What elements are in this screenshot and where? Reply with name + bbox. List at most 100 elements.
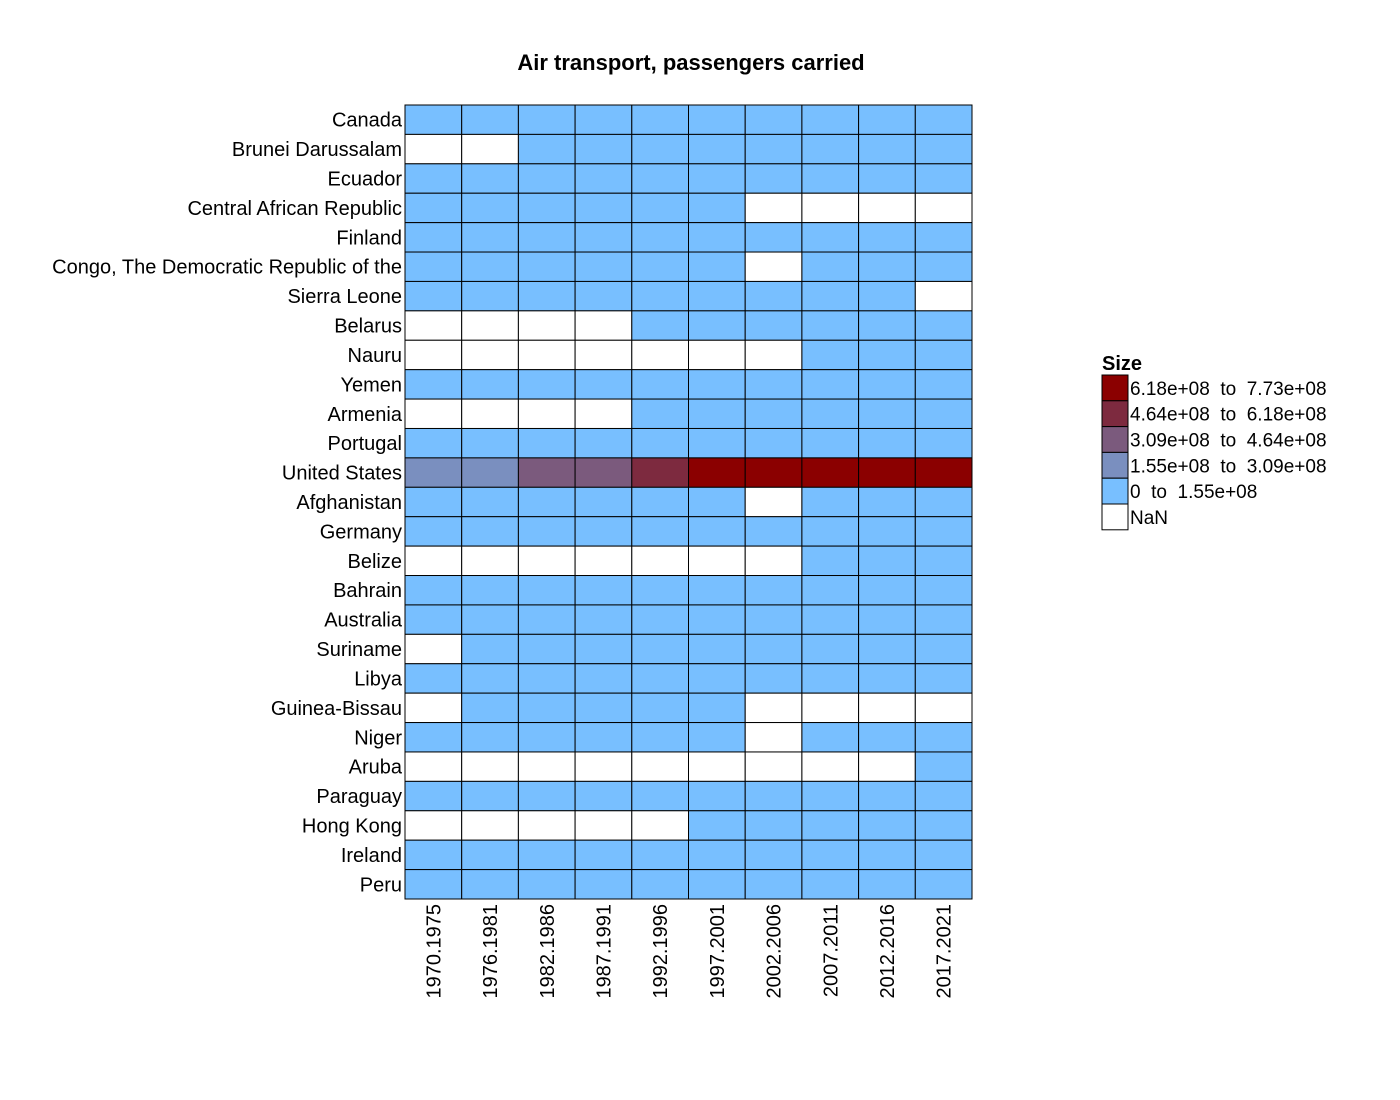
heatmap-cell: [517, 427, 576, 459]
heatmap-cell: [801, 457, 860, 488]
heatmap-cell: [461, 604, 519, 635]
heatmap-cell: [404, 663, 463, 694]
heatmap-cell: [914, 751, 973, 782]
heatmap-cell: [858, 398, 916, 429]
heatmap-cell: [688, 692, 746, 724]
column-label: 1992.1996: [650, 904, 672, 999]
row-label: Central African Republic: [187, 198, 402, 220]
heatmap-cell: [801, 722, 860, 753]
heatmap-cell: [801, 251, 860, 282]
legend: Size 6.18e+08 to 7.73e+08 4.64e+08 to 6.1…: [1101, 353, 1327, 531]
heatmap-cell: [914, 369, 973, 400]
heatmap-cell: [404, 575, 463, 606]
heatmap-cell: [517, 869, 576, 900]
heatmap-cell: [744, 251, 803, 282]
heatmap-cell: [688, 633, 746, 665]
heatmap-cell: [574, 516, 633, 547]
column-label: 2012.2016: [877, 904, 899, 999]
heatmap-cell: [801, 604, 860, 635]
heatmap-cell: [858, 427, 916, 459]
heatmap-cell: [517, 575, 576, 606]
legend-label: 1.55e+08 to 3.09e+08: [1130, 456, 1327, 477]
heatmap-cell: [631, 633, 689, 665]
heatmap-cell: [914, 839, 973, 871]
heatmap-cell: [631, 163, 689, 194]
row-labels: Canada Brunei Darussalam Ecuador Central Af…: [52, 110, 403, 897]
row-label: United States: [282, 463, 402, 485]
row-label: Hong Kong: [302, 815, 402, 837]
heatmap-cell: [914, 427, 973, 459]
heatmap-cell: [801, 104, 860, 135]
legend-swatch: [1101, 503, 1129, 531]
row-label: Canada: [332, 110, 403, 132]
heatmap-cell: [914, 516, 973, 547]
heatmap-cell: [404, 457, 463, 488]
heatmap-cell: [461, 427, 519, 459]
column-label: 2017.2021: [934, 904, 956, 999]
heatmap-cell: [574, 251, 633, 282]
heatmap-cell: [858, 869, 916, 900]
heatmap-cell: [688, 369, 746, 400]
heatmap-cell: [858, 722, 916, 753]
heatmap-cell: [744, 516, 803, 547]
heatmap-cell: [404, 280, 463, 312]
heatmap-cell: [574, 427, 633, 459]
heatmap-cell: [744, 575, 803, 606]
heatmap-cell: [801, 398, 860, 429]
heatmap-cell: [858, 104, 916, 135]
heatmap-cell: [914, 545, 973, 577]
row-label: Sierra Leone: [287, 286, 402, 308]
heatmap-cell: [517, 633, 576, 665]
heatmap-cell: [914, 163, 973, 194]
row-label: Belarus: [334, 316, 402, 338]
heatmap-cell: [801, 310, 860, 341]
heatmap-cell: [461, 222, 519, 253]
heatmap-cell: [688, 280, 746, 312]
heatmap-cell: [574, 839, 633, 871]
heatmap-cell: [744, 398, 803, 429]
heatmap-cell: [858, 251, 916, 282]
heatmap-cell: [517, 751, 576, 782]
heatmap-cell: [631, 339, 689, 371]
row-label: Armenia: [328, 404, 403, 426]
column-label: 1997.2001: [707, 904, 729, 999]
heatmap-cell: [517, 545, 576, 577]
heatmap-cell: [801, 163, 860, 194]
heatmap-cell: [744, 133, 803, 165]
heatmap-cell: [574, 310, 633, 341]
heatmap-cell: [517, 663, 576, 694]
heatmap-cell: [404, 692, 463, 724]
heatmap-cell: [461, 722, 519, 753]
row-label: Nauru: [348, 345, 402, 367]
heatmap-cell: [744, 751, 803, 782]
heatmap-cell: [574, 192, 633, 224]
column-label: 1987.1991: [593, 904, 615, 999]
heatmap-cell: [801, 369, 860, 400]
heatmap-cell: [517, 104, 576, 135]
heatmap-cell: [461, 575, 519, 606]
heatmap-cell: [801, 692, 860, 724]
legend-swatch: [1101, 374, 1129, 402]
heatmap-cell: [517, 310, 576, 341]
heatmap-cell: [801, 516, 860, 547]
heatmap-cell: [688, 545, 746, 577]
heatmap-cell: [461, 869, 519, 900]
heatmap-cell: [517, 810, 576, 841]
heatmap-cell: [631, 192, 689, 224]
heatmap-cell: [688, 251, 746, 282]
heatmap-cell: [574, 869, 633, 900]
heatmap-cell: [517, 339, 576, 371]
heatmap-cell: [574, 751, 633, 782]
heatmap-cell: [688, 222, 746, 253]
heatmap-cell: [858, 839, 916, 871]
heatmap-cell: [461, 663, 519, 694]
heatmap-cell: [801, 780, 860, 812]
column-label: 1970.1975: [423, 904, 445, 999]
heatmap-cell: [744, 163, 803, 194]
legend-swatch: [1101, 426, 1129, 453]
heatmap-cell: [858, 163, 916, 194]
heatmap-cell: [404, 339, 463, 371]
heatmap-cell: [404, 604, 463, 635]
heatmap-cell: [404, 722, 463, 753]
heatmap-cell: [801, 427, 860, 459]
